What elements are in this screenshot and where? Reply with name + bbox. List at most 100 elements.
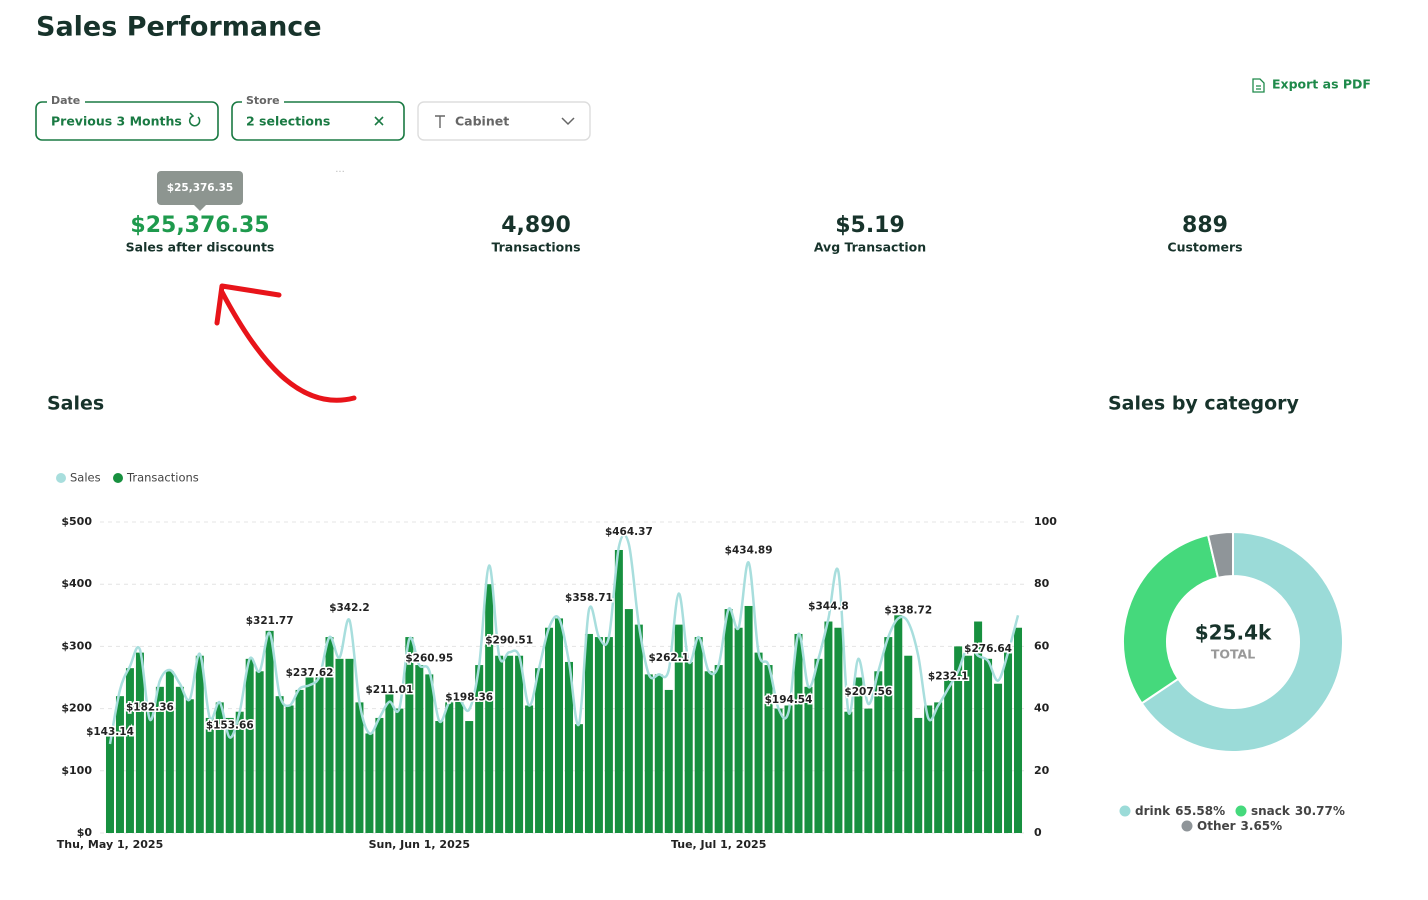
clear-icon[interactable]	[374, 116, 384, 126]
annotation-arrow	[219, 289, 357, 403]
bar	[425, 674, 434, 833]
data-label: $321.77	[246, 615, 294, 627]
data-label: $260.95	[405, 653, 453, 665]
export-button[interactable]: Export as PDF	[1252, 77, 1371, 93]
filter-label: Store	[246, 94, 280, 107]
data-label: $143.14	[86, 726, 134, 738]
data-label: $344.8	[808, 601, 849, 613]
kpi-label: Sales after discounts	[126, 240, 275, 255]
bar	[435, 721, 444, 833]
filter-value: Previous 3 Months	[51, 114, 182, 129]
chevron[interactable]	[561, 117, 575, 126]
legend-swatch	[113, 473, 123, 483]
bar	[784, 705, 793, 833]
bar	[644, 674, 653, 833]
kpi-label: Transactions	[491, 240, 580, 255]
bar	[495, 655, 504, 833]
filter-box[interactable]	[231, 101, 405, 141]
bar	[525, 705, 534, 833]
bar	[934, 702, 943, 833]
bar	[465, 721, 474, 833]
cabinet-filter[interactable]: Cabinet	[417, 101, 591, 141]
bar	[704, 671, 713, 833]
y2-tick-label: 40	[1034, 702, 1050, 715]
bar	[674, 624, 683, 833]
data-label: $211.01	[365, 684, 413, 696]
bar	[974, 621, 983, 833]
reset-icon[interactable]	[188, 112, 201, 127]
bar	[574, 724, 583, 833]
kpi-value: $5.19	[835, 213, 905, 238]
bar	[664, 689, 673, 833]
bar	[165, 671, 174, 833]
bar	[594, 637, 603, 833]
bar	[694, 637, 703, 833]
bar	[175, 686, 184, 833]
kpi-value: 889	[1182, 213, 1228, 238]
donut-segment	[1206, 530, 1234, 579]
kpi-value: 4,890	[501, 213, 571, 238]
bar	[914, 717, 923, 833]
bar	[365, 733, 374, 833]
filter-box[interactable]	[417, 101, 591, 141]
bar	[455, 699, 464, 833]
bar	[764, 665, 773, 833]
date-filter[interactable]: Date Previous 3 Months	[35, 94, 219, 141]
legend-swatch	[1235, 805, 1247, 817]
store-filter[interactable]: Store 2 selections	[231, 94, 405, 141]
bar	[824, 621, 833, 833]
bar	[984, 658, 993, 833]
bar	[944, 671, 953, 833]
bar	[754, 652, 763, 833]
more-dots: ···	[335, 167, 345, 178]
y2-tick-label: 0	[1034, 826, 1042, 839]
export-link[interactable]: Export as PDF	[1272, 77, 1371, 92]
bar	[794, 633, 803, 833]
tooltip-text: $25,376.35	[167, 182, 233, 194]
data-label: $198.36	[445, 692, 493, 704]
bar	[714, 665, 723, 833]
bar	[335, 658, 344, 833]
bar	[125, 668, 134, 833]
bar	[305, 677, 314, 833]
bar	[195, 655, 204, 833]
bar	[545, 627, 554, 833]
bar	[734, 627, 743, 833]
data-label: $194.54	[765, 694, 813, 706]
data-label: $276.64	[964, 643, 1012, 655]
bar	[744, 605, 753, 833]
data-label: $338.72	[884, 604, 932, 616]
y-tick-label: $300	[61, 639, 92, 652]
donut-segment	[1122, 533, 1220, 705]
data-label: $464.37	[605, 526, 653, 538]
bar	[475, 665, 484, 833]
bar	[604, 637, 613, 833]
filter-box[interactable]	[35, 101, 219, 141]
chart-title: Sales by category	[1108, 393, 1300, 415]
bar	[614, 549, 623, 833]
bar	[445, 702, 454, 833]
bar	[814, 658, 823, 833]
legend-label: Sales	[70, 471, 101, 485]
x-tick-label: Tue, Jul 1, 2025	[671, 838, 766, 851]
bar	[864, 708, 873, 833]
legend-value: 30.77%	[1295, 804, 1345, 818]
bar	[505, 655, 514, 833]
filter-value: Cabinet	[455, 114, 509, 129]
bar	[185, 699, 194, 833]
x-tick-label: Thu, May 1, 2025	[57, 838, 163, 851]
bar	[385, 693, 394, 833]
bar	[724, 609, 733, 833]
y-tick-label: $100	[61, 764, 92, 777]
bar	[325, 637, 334, 833]
bar	[904, 655, 913, 833]
y-tick-label: $500	[61, 515, 92, 528]
data-label: $290.51	[485, 634, 533, 646]
legend-label: Other 3.65%	[1197, 819, 1282, 833]
data-label: $153.66	[206, 719, 254, 731]
filter-value: 2 selections	[246, 114, 330, 129]
bar	[774, 708, 783, 833]
kpi-value: $25,376.35	[130, 213, 269, 238]
bar	[874, 671, 883, 833]
